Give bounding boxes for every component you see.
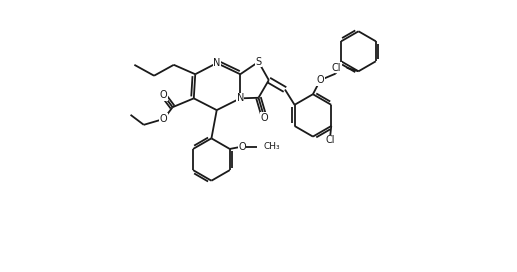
Text: O: O — [261, 113, 268, 123]
Text: Cl: Cl — [332, 63, 341, 73]
Text: O: O — [238, 142, 246, 152]
Text: N: N — [237, 93, 244, 103]
Text: O: O — [160, 90, 168, 100]
Text: N: N — [213, 58, 220, 68]
Text: Cl: Cl — [325, 135, 334, 145]
Text: S: S — [255, 57, 262, 67]
Text: O: O — [316, 75, 324, 85]
Text: CH₃: CH₃ — [263, 142, 280, 151]
Text: O: O — [160, 114, 168, 124]
